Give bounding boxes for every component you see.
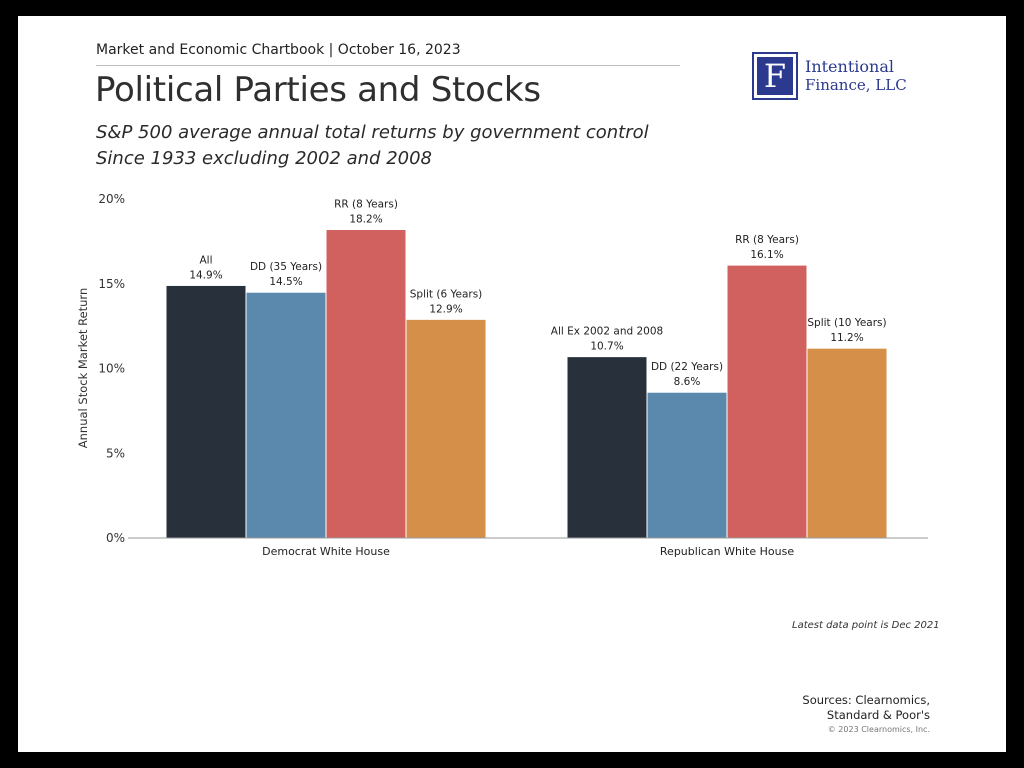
bar-value-label: 10.7% <box>590 341 623 353</box>
bar-category-label: Split (6 Years) <box>410 288 483 300</box>
company-logo: F Intentional Finance, LLC <box>752 52 907 100</box>
header-divider <box>96 65 680 66</box>
logo-name-line-2: Finance, LLC <box>805 76 907 94</box>
sources: Sources: Clearnomics, Standard & Poor's <box>802 693 930 723</box>
chart-subtitle: S&P 500 average annual total returns by … <box>96 120 649 172</box>
y-tick-label: 0% <box>106 531 125 545</box>
logo-mark-icon: F <box>752 52 798 100</box>
bar-value-label: 11.2% <box>830 332 863 344</box>
y-axis-title: Annual Stock Market Return <box>76 288 90 448</box>
bar-category-label: All Ex 2002 and 2008 <box>551 326 663 338</box>
sources-line-2: Standard & Poor's <box>826 708 930 722</box>
bar-value-label: 14.5% <box>269 276 302 288</box>
y-tick-label: 5% <box>106 446 125 460</box>
bar-value-label: 14.9% <box>189 269 222 281</box>
logo-letter: F <box>757 57 793 95</box>
copyright: © 2023 Clearnomics, Inc. <box>827 725 930 734</box>
logo-name-line-1: Intentional <box>805 57 894 76</box>
bar-value-label: 12.9% <box>429 303 462 315</box>
y-tick-label: 20% <box>98 192 125 206</box>
y-tick-label: 15% <box>98 277 125 291</box>
bar <box>726 264 808 539</box>
bar <box>566 356 648 539</box>
bar-value-label: 8.6% <box>674 376 701 388</box>
bar-value-label: 18.2% <box>349 214 382 226</box>
bar-category-label: RR (8 Years) <box>334 199 398 211</box>
bar <box>165 284 247 539</box>
chart-title: Political Parties and Stocks <box>95 70 541 110</box>
sources-line-1: Sources: Clearnomics, <box>802 693 930 707</box>
chartbook-header: Market and Economic Chartbook | October … <box>96 42 461 58</box>
subtitle-line-2: Since 1933 excluding 2002 and 2008 <box>96 148 432 169</box>
bar-category-label: RR (8 Years) <box>735 234 799 246</box>
bar-category-label: DD (22 Years) <box>651 361 723 373</box>
x-group-label: Republican White House <box>660 545 794 558</box>
bar <box>405 318 487 539</box>
bar <box>245 291 327 539</box>
data-note: Latest data point is Dec 2021 <box>792 620 940 631</box>
bar <box>646 391 728 539</box>
bar <box>806 347 888 539</box>
y-tick-label: 10% <box>98 362 125 376</box>
bar-value-label: 16.1% <box>750 249 783 261</box>
logo-wordmark: Intentional Finance, LLC <box>805 57 907 95</box>
bar <box>325 229 407 539</box>
bar-category-label: All <box>199 254 212 266</box>
bar-category-label: Split (10 Years) <box>807 317 886 329</box>
bar-category-label: DD (35 Years) <box>250 261 322 273</box>
subtitle-line-1: S&P 500 average annual total returns by … <box>96 122 649 143</box>
x-group-label: Democrat White House <box>262 545 390 558</box>
